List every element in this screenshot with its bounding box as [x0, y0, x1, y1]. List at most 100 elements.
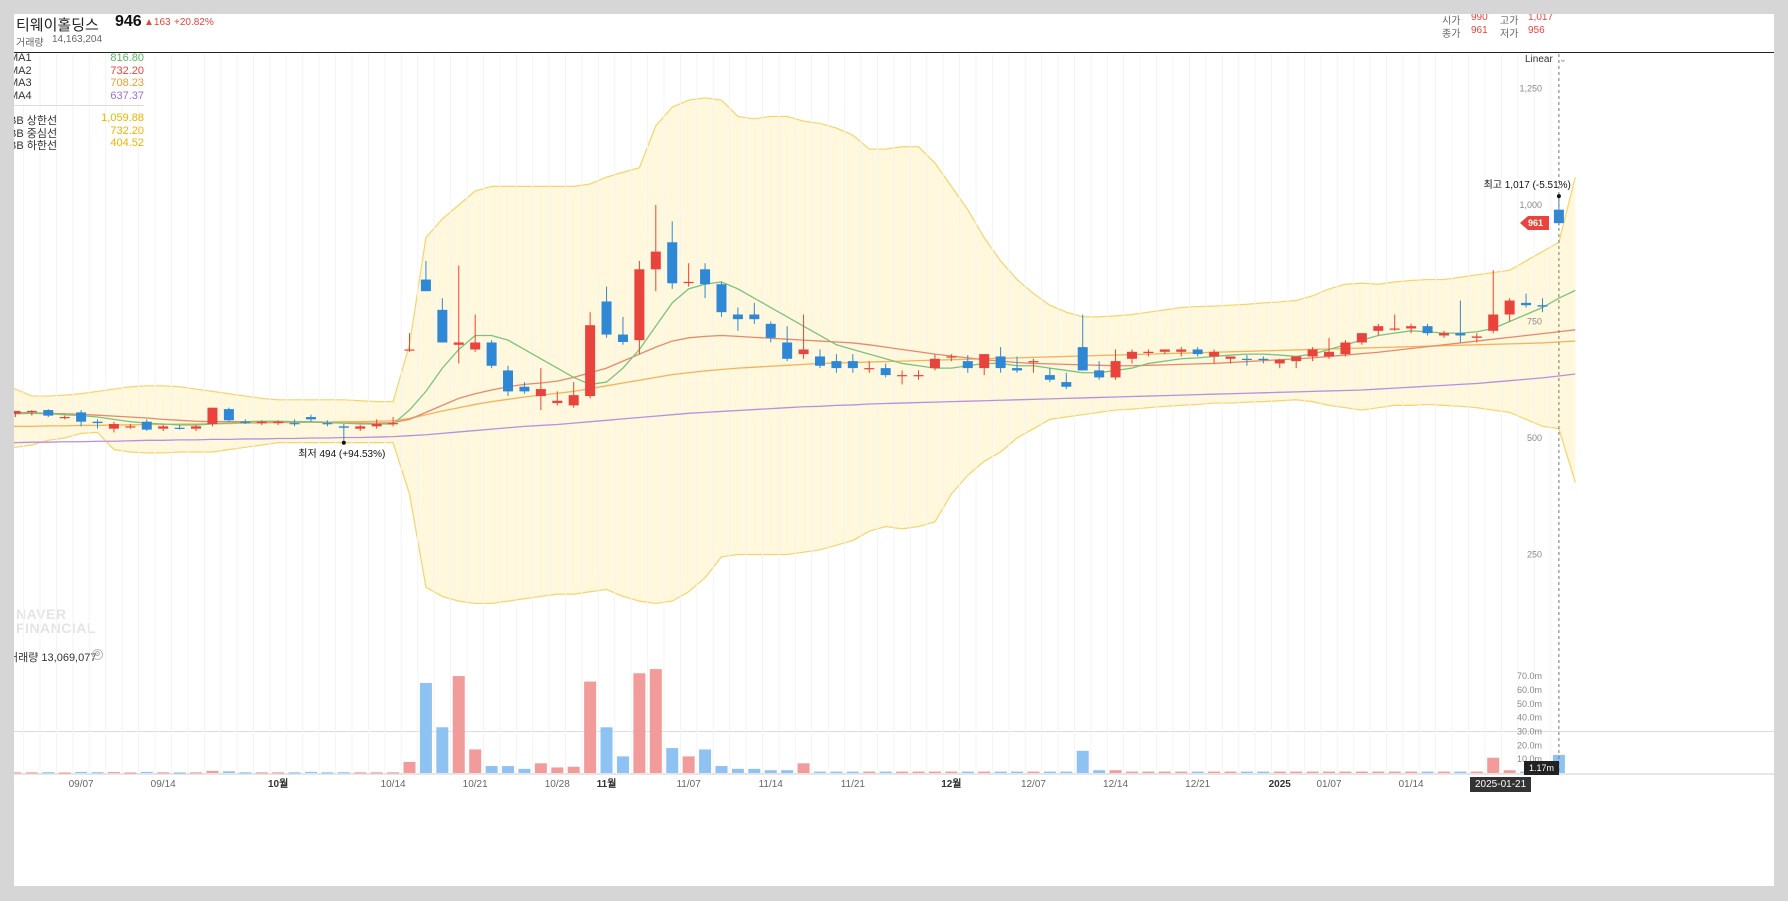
cursor-date-tag: 2025-01-21 — [1470, 777, 1532, 792]
volume-bar — [1076, 750, 1089, 773]
volume-tick-label: 70.0m — [1517, 671, 1542, 681]
chevron-down-icon: ⌄ — [1558, 54, 1567, 65]
candle-body — [1488, 314, 1499, 331]
low-value: 956 — [1528, 25, 1545, 36]
volume-bar — [1224, 771, 1237, 773]
ma-legend-row[interactable]: MA4 637.37 — [14, 90, 144, 102]
low-marker — [341, 440, 346, 445]
volume-bar — [1208, 771, 1221, 773]
volume-bar — [1421, 771, 1434, 773]
volume-bar — [1372, 771, 1385, 773]
candle-body — [1324, 351, 1335, 357]
volume-bar — [1487, 757, 1500, 773]
candle-body — [765, 323, 776, 338]
candle-body — [782, 342, 793, 359]
volume-bar — [370, 772, 383, 774]
candle-body — [322, 423, 333, 425]
candle-body — [1159, 349, 1170, 352]
volume-bar — [42, 772, 55, 774]
bb-legend-row[interactable]: BB 중심선 732.20 — [14, 125, 144, 141]
candle-body — [1258, 358, 1269, 360]
volume-bar — [75, 771, 88, 773]
watermark-line-1: NAVER — [16, 606, 67, 622]
candle-body — [486, 342, 497, 366]
candle-body — [1176, 349, 1187, 352]
ma-legend-row[interactable]: MA1 816.80 — [14, 52, 144, 64]
volume-bar — [321, 772, 334, 774]
ma-legend-row[interactable]: MA3 708.23 — [14, 77, 144, 89]
volume-bar — [978, 771, 991, 773]
x-tick-label: 11/14 — [759, 779, 784, 790]
candle-body — [519, 386, 530, 392]
header-divider — [14, 52, 1774, 53]
volume-bar — [239, 772, 252, 774]
ma-legend-label: MA4 — [14, 89, 32, 102]
candle-body — [355, 426, 366, 429]
candle-body — [1389, 328, 1400, 330]
candle-body — [1356, 333, 1367, 343]
volume-bar — [616, 756, 629, 773]
candle-body — [273, 421, 284, 424]
bb-legend-value: 732.20 — [110, 124, 144, 137]
candle-body — [749, 314, 760, 320]
volume-bar — [1240, 771, 1253, 773]
candle-body — [1209, 351, 1220, 357]
ma-legend-row[interactable]: MA2 732.20 — [14, 65, 144, 77]
volume-bar — [928, 771, 941, 773]
volume-bar — [682, 756, 695, 773]
candle-body — [158, 426, 169, 429]
candle-body — [289, 423, 300, 425]
candle-body — [617, 334, 628, 343]
candle-body — [1044, 375, 1055, 380]
scale-label: Linear — [1525, 54, 1553, 65]
candle-body — [1143, 351, 1154, 353]
x-tick-label: 10/28 — [545, 779, 570, 790]
candle-body — [125, 426, 136, 428]
volume-bar — [1158, 771, 1171, 773]
current-volume-tag: 1.17m — [1524, 761, 1560, 775]
volume-bar — [124, 772, 137, 774]
candle-body — [1061, 382, 1072, 387]
candle-body — [815, 356, 825, 366]
volume-bar — [863, 771, 876, 773]
stock-name: 티웨이홀딩스 — [16, 17, 99, 34]
volume-bar — [436, 727, 449, 773]
open-label: 시가 — [1442, 16, 1461, 27]
volume-layer — [14, 669, 1565, 774]
candle-body — [43, 410, 54, 416]
ma-legend-value: 816.80 — [110, 52, 144, 64]
bb-legend-row[interactable]: BB 상한선 1,059.88 — [14, 112, 144, 128]
x-tick-label: 12/14 — [1103, 779, 1128, 790]
volume-bar — [190, 772, 203, 774]
price-tick-label: 1,000 — [1519, 200, 1542, 210]
candle-body — [995, 356, 1006, 369]
candle-body — [207, 407, 218, 425]
candle-body — [1471, 336, 1482, 338]
x-tick-label: 11월 — [597, 778, 617, 790]
bollinger-band — [14, 97, 1576, 605]
candle-body — [683, 281, 694, 284]
volume-bar — [222, 771, 235, 773]
high-annotation: 최고 1,017 (-5.51%) — [1484, 179, 1571, 191]
volume-bar — [1109, 770, 1122, 773]
candle-body — [26, 410, 37, 413]
volume-bar — [551, 767, 564, 773]
settings-icon[interactable]: ⚙ — [92, 649, 103, 660]
candle-body — [831, 361, 842, 369]
volume-value: 14,163,204 — [52, 34, 103, 45]
high-value: 1,017 — [1528, 14, 1554, 23]
candle-body — [535, 389, 546, 397]
candle-body — [929, 358, 940, 369]
candle-body — [420, 279, 431, 292]
legend-divider — [14, 105, 144, 106]
ma-legend-value: 637.37 — [110, 89, 144, 102]
bb-legend-row[interactable]: BB 하한선 404.52 — [14, 137, 144, 153]
close-value: 961 — [1471, 25, 1488, 36]
current-price: 946 — [115, 14, 142, 30]
candle-body — [76, 412, 87, 422]
scale-toggle[interactable]: Linear ⌄ — [1525, 54, 1567, 65]
candle-body — [667, 242, 678, 284]
x-tick-label: 10/14 — [381, 779, 406, 790]
candle-body — [59, 417, 70, 419]
candle-body — [1094, 370, 1105, 378]
